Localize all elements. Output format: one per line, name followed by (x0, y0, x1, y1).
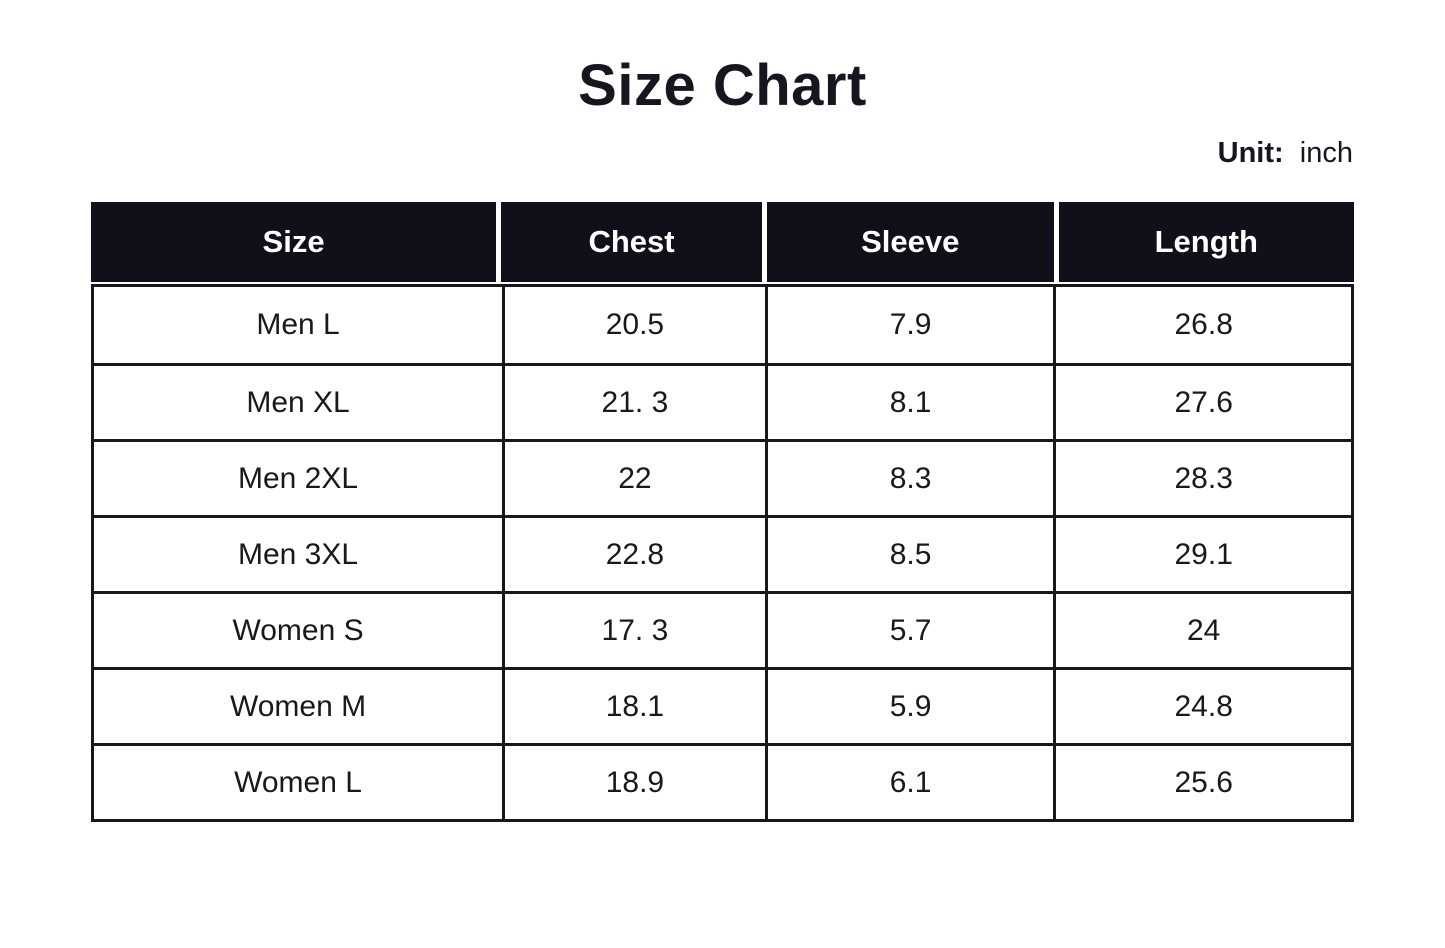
cell-length: 24.8 (1053, 667, 1351, 743)
cell-size: Women M (94, 667, 503, 743)
cell-size: Women L (94, 743, 503, 819)
cell-chest: 22.8 (502, 515, 765, 591)
header-cell-length: Length (1058, 202, 1354, 282)
cell-size: Men 2XL (94, 439, 503, 515)
unit-label: Unit: (1217, 137, 1284, 169)
cell-size: Women S (94, 591, 503, 667)
header-cell-size: Size (91, 202, 497, 282)
cell-sleeve: 5.9 (764, 667, 1054, 743)
page-title: Size Chart (578, 53, 867, 118)
table-body: Men L 20.5 7.9 26.8 Men XL 21. 3 8.1 27.… (91, 284, 1354, 822)
cell-chest: 18.9 (502, 743, 765, 819)
cell-size: Men L (94, 287, 503, 363)
unit-value-text: inch (1299, 137, 1353, 169)
cell-length: 29.1 (1053, 515, 1351, 591)
cell-chest: 21. 3 (502, 363, 765, 439)
cell-size: Men XL (94, 363, 503, 439)
cell-chest: 20.5 (502, 287, 765, 363)
size-table: Size Chest Sleeve Length Men L 20.5 7.9 … (91, 202, 1354, 822)
cell-size: Men 3XL (94, 515, 503, 591)
cell-chest: 18.1 (502, 667, 765, 743)
cell-sleeve: 6.1 (764, 743, 1054, 819)
header-cell-chest: Chest (501, 202, 762, 282)
cell-sleeve: 8.5 (764, 515, 1054, 591)
cell-length: 24 (1053, 591, 1351, 667)
cell-length: 28.3 (1053, 439, 1351, 515)
table-header-row: Size Chest Sleeve Length (91, 202, 1354, 282)
cell-length: 25.6 (1053, 743, 1351, 819)
unit-value (1292, 137, 1300, 169)
cell-sleeve: 8.1 (764, 363, 1054, 439)
cell-chest: 22 (502, 439, 765, 515)
cell-length: 27.6 (1053, 363, 1351, 439)
cell-length: 26.8 (1053, 287, 1351, 363)
cell-sleeve: 5.7 (764, 591, 1054, 667)
cell-chest: 17. 3 (502, 591, 765, 667)
header-cell-sleeve: Sleeve (766, 202, 1054, 282)
unit-line: Unit: inch (0, 137, 1353, 170)
cell-sleeve: 7.9 (764, 287, 1054, 363)
size-chart-page: Size Chart Unit: inch Size Chest Sleeve … (0, 52, 1445, 948)
cell-sleeve: 8.3 (764, 439, 1054, 515)
